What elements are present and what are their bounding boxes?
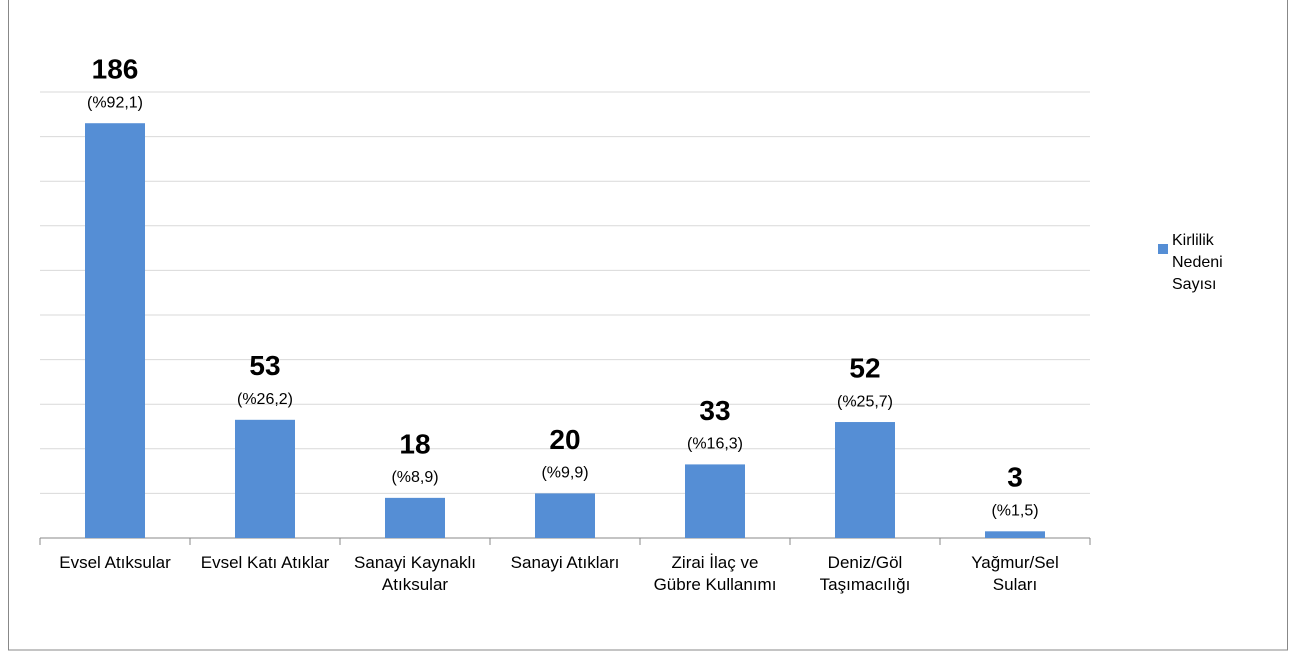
- bar: [835, 422, 895, 538]
- bar: [685, 464, 745, 538]
- percentage-label: (%9,9): [541, 465, 588, 482]
- x-tick-label: Sanayi Atıkları: [510, 553, 620, 572]
- percentage-label: (%25,7): [837, 393, 893, 410]
- x-tick-label: Evsel Katı Atıklar: [200, 553, 330, 572]
- x-tick-label: Evsel Atıksular: [59, 553, 171, 572]
- value-label: 20: [549, 424, 580, 455]
- frame: [8, 0, 1288, 651]
- percentage-label: (%26,2): [237, 391, 293, 408]
- legend-swatch: [1158, 244, 1168, 254]
- percentage-label: (%8,9): [391, 469, 438, 486]
- value-label: 18: [399, 428, 430, 459]
- x-tick-label: Yağmur/Sel Suları: [971, 553, 1059, 594]
- percentage-label: (%16,3): [687, 436, 743, 453]
- legend-label: Kirlilik Nedeni Sayısı: [1172, 232, 1223, 293]
- value-label: 186: [92, 54, 139, 85]
- percentage-label: (%92,1): [87, 94, 143, 111]
- x-tick-label: Deniz/Göl Taşımacılığı: [819, 553, 911, 594]
- value-label: 3: [1007, 462, 1023, 493]
- percentage-label: (%1,5): [991, 503, 1038, 520]
- value-label: 52: [849, 352, 880, 383]
- value-label: 33: [699, 395, 730, 426]
- value-label: 53: [249, 350, 280, 381]
- bar: [535, 493, 595, 538]
- x-tick-label: Zirai İlaç ve Gübre Kullanımı: [653, 553, 777, 594]
- bar: [985, 531, 1045, 538]
- bar: [85, 123, 145, 538]
- x-tick-label: Sanayi Kaynaklı Atıksular: [354, 553, 476, 594]
- bar: [385, 497, 445, 538]
- bar: [235, 419, 295, 538]
